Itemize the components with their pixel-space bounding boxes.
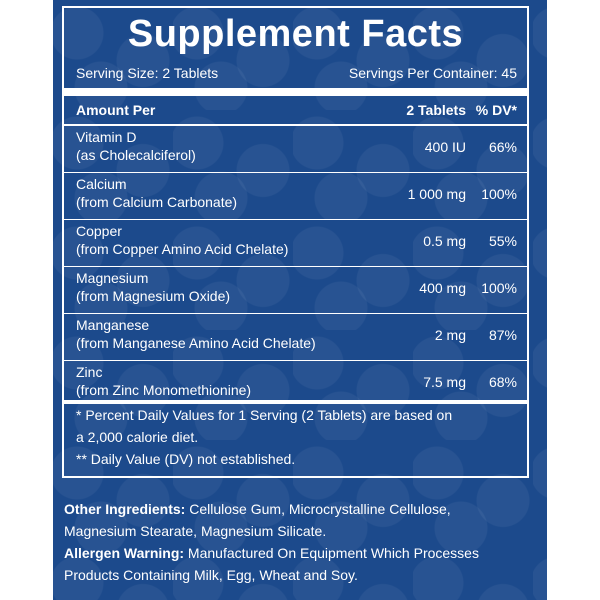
facts-title: Supplement Facts	[127, 13, 464, 55]
footnote-line: ** Daily Value (DV) not established.	[76, 451, 296, 467]
nutrient-name: Zinc	[76, 364, 103, 380]
footnotes: * Percent Daily Values for 1 Serving (2 …	[76, 404, 517, 470]
nutrient-dv: 100%	[481, 280, 517, 296]
serving-info: Serving Size: 2 Tablets Servings Per Con…	[76, 65, 517, 81]
nutrient-source: (from Calcium Carbonate)	[76, 194, 238, 210]
nutrient-row: Magnesium (from Magnesium Oxide) 400 mg …	[76, 267, 517, 313]
nutrient-amount: 400 mg	[419, 280, 466, 296]
nutrient-source: (from Magnesium Oxide)	[76, 288, 231, 304]
nutrient-dv: 100%	[481, 186, 517, 202]
nutrient-dv: 68%	[488, 374, 517, 390]
servings-per-container: Servings Per Container: 45	[348, 65, 517, 81]
serving-size: Serving Size: 2 Tablets	[76, 65, 219, 81]
table-header: Amount Per 2 Tablets % DV*	[76, 102, 517, 118]
row-divider	[64, 313, 527, 314]
nutrient-name: Vitamin D	[76, 129, 137, 145]
header-divider	[64, 124, 527, 126]
allergen-warning-line: Allergen Warning: Manufactured On Equipm…	[64, 542, 538, 564]
row-divider	[64, 172, 527, 173]
label-panel	[53, 0, 547, 600]
nutrient-row: Copper (from Copper Amino Acid Chelate) …	[76, 220, 517, 266]
other-ingredients-label: Other Ingredients:	[64, 501, 186, 517]
other-ingredients-text-2: Magnesium Stearate, Magnesium Silicate.	[64, 523, 327, 539]
nutrient-amount: 1 000 mg	[407, 186, 466, 202]
other-ingredients-line: Other Ingredients: Cellulose Gum, Microc…	[64, 498, 538, 520]
nutrient-name: Calcium	[76, 176, 127, 192]
nutrient-source: (from Zinc Monomethionine)	[76, 382, 252, 398]
allergen-warning-label: Allergen Warning:	[64, 545, 185, 561]
nutrient-row: Calcium (from Calcium Carbonate) 1 000 m…	[76, 173, 517, 219]
nutrient-source: (from Manganese Amino Acid Chelate)	[76, 335, 316, 351]
nutrient-name: Manganese	[76, 317, 150, 333]
nutrient-dv: 66%	[488, 139, 517, 155]
other-ingredients-block: Other Ingredients: Cellulose Gum, Microc…	[64, 498, 538, 586]
nutrient-amount: 2 mg	[434, 327, 466, 343]
nutrient-dv: 55%	[488, 233, 517, 249]
header-amount-per: Amount Per	[76, 102, 156, 118]
allergen-warning-text-2: Products Containing Milk, Egg, Wheat and…	[64, 567, 358, 583]
nutrient-amount: 400 IU	[424, 139, 466, 155]
nutrient-amount: 7.5 mg	[423, 374, 466, 390]
nutrient-amount: 0.5 mg	[423, 233, 466, 249]
nutrient-dv: 87%	[488, 327, 517, 343]
header-tablets: 2 Tablets	[406, 102, 466, 118]
supplement-facts-box: Supplement Facts Serving Size: 2 Tablets…	[62, 6, 529, 478]
nutrient-source: (as Cholecalciferol)	[76, 147, 196, 163]
nutrient-row: Manganese (from Manganese Amino Acid Che…	[76, 314, 517, 360]
row-divider	[64, 219, 527, 220]
nutrient-row: Zinc (from Zinc Monomethionine) 7.5 mg 6…	[76, 361, 517, 407]
header-dv: % DV*	[475, 102, 517, 118]
nutrient-row: Vitamin D (as Cholecalciferol) 400 IU 66…	[76, 126, 517, 172]
footnote-line: a 2,000 calorie diet.	[76, 429, 199, 445]
nutrient-name: Magnesium	[76, 270, 149, 286]
other-ingredients-text: Cellulose Gum, Microcrystalline Cellulos…	[185, 501, 451, 517]
row-divider	[64, 266, 527, 267]
nutrient-name: Copper	[76, 223, 122, 239]
nutrient-source: (from Copper Amino Acid Chelate)	[76, 241, 289, 257]
row-divider	[64, 360, 527, 361]
thick-divider	[64, 400, 527, 404]
thick-divider	[64, 88, 527, 96]
footnote-line: * Percent Daily Values for 1 Serving (2 …	[76, 407, 453, 423]
allergen-warning-text: Manufactured On Equipment Which Processe…	[184, 545, 479, 561]
